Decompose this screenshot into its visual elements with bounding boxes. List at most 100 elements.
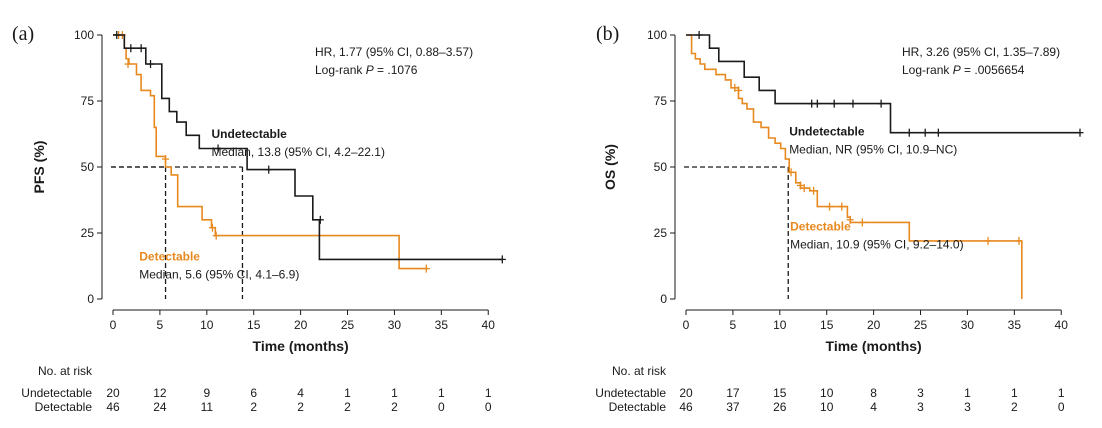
logrank-prefix: Log-rank (902, 63, 953, 77)
risk-row-name: Undetectable (595, 386, 666, 400)
median-label-undetectable: Median, NR (95% CI, 10.9–NC) (789, 142, 957, 156)
risk-value: 9 (203, 386, 210, 400)
x-tick-label: 10 (773, 318, 787, 332)
group-label-undetectable: Undetectable (212, 127, 288, 141)
y-tick-label: 75 (81, 94, 95, 108)
y-tick-label: 0 (660, 292, 667, 306)
logrank-prefix: Log-rank (315, 63, 366, 77)
x-tick-label: 20 (867, 318, 881, 332)
x-tick-label: 35 (1008, 318, 1022, 332)
risk-value: 1 (1058, 386, 1065, 400)
x-tick-label: 40 (482, 318, 496, 332)
y-axis-title: OS (%) (602, 144, 618, 190)
logrank-label: Log-rank P = .1076 (315, 63, 418, 77)
risk-value: 17 (726, 386, 740, 400)
km-curve-detectable (686, 34, 1023, 299)
risk-value: 20 (106, 386, 120, 400)
y-tick-label: 75 (654, 94, 668, 108)
logrank-value: = .0056654 (961, 63, 1025, 77)
median-label-detectable: Median, 5.6 (95% CI, 4.1–6.9) (139, 268, 299, 282)
risk-value: 10 (820, 400, 834, 414)
risk-value: 1 (1011, 386, 1018, 400)
x-tick-label: 25 (914, 318, 928, 332)
risk-value: 46 (106, 400, 120, 414)
risk-value: 1 (391, 386, 398, 400)
x-axis-title: Time (months) (826, 338, 922, 354)
x-tick-label: 30 (388, 318, 402, 332)
risk-table-header: No. at risk (38, 364, 93, 378)
x-tick-label: 25 (341, 318, 355, 332)
risk-value: 0 (1058, 400, 1065, 414)
x-tick-label: 5 (157, 318, 164, 332)
logrank-label: Log-rank P = .0056654 (902, 63, 1025, 77)
group-label-detectable: Detectable (139, 250, 200, 264)
y-tick-label: 25 (654, 226, 668, 240)
x-tick-label: 40 (1055, 318, 1069, 332)
y-axis-title: PFS (%) (31, 141, 47, 194)
risk-value: 4 (870, 400, 877, 414)
risk-value: 4 (297, 386, 304, 400)
km-curve-detectable (113, 34, 427, 270)
risk-value: 24 (153, 400, 167, 414)
x-tick-label: 0 (683, 318, 690, 332)
risk-value: 1 (438, 386, 445, 400)
median-label-detectable: Median, 10.9 (95% CI, 9.2–14.0) (790, 237, 963, 251)
km-curve-undetectable (113, 34, 503, 261)
risk-value: 3 (917, 386, 924, 400)
group-label-undetectable: Undetectable (789, 124, 865, 138)
y-tick-label: 100 (74, 28, 94, 42)
risk-value: 2 (391, 400, 398, 414)
x-tick-label: 30 (961, 318, 975, 332)
x-tick-label: 35 (435, 318, 449, 332)
risk-value: 2 (1011, 400, 1018, 414)
hazard-ratio-label: HR, 1.77 (95% CI, 0.88–3.57) (315, 45, 473, 59)
x-tick-label: 20 (294, 318, 308, 332)
y-tick-label: 50 (654, 160, 668, 174)
x-tick-label: 15 (247, 318, 261, 332)
risk-value: 11 (201, 400, 214, 414)
logrank-value: = .1076 (374, 63, 418, 77)
risk-value: 46 (679, 400, 693, 414)
hazard-ratio-label: HR, 3.26 (95% CI, 1.35–7.89) (902, 45, 1060, 59)
risk-value: 8 (870, 386, 877, 400)
x-tick-label: 0 (110, 318, 117, 332)
x-tick-label: 5 (730, 318, 737, 332)
km-curve-undetectable (686, 34, 1080, 134)
risk-value: 2 (344, 400, 351, 414)
y-tick-label: 0 (87, 292, 94, 306)
risk-value: 1 (964, 386, 971, 400)
risk-value: 12 (153, 386, 167, 400)
risk-value: 1 (485, 386, 492, 400)
y-tick-label: 100 (647, 28, 667, 42)
risk-value: 2 (250, 400, 257, 414)
risk-value: 26 (773, 400, 787, 414)
x-tick-label: 10 (200, 318, 214, 332)
median-label-undetectable: Median, 13.8 (95% CI, 4.2–22.1) (212, 145, 385, 159)
risk-value: 0 (438, 400, 445, 414)
risk-row-name: Detectable (609, 400, 667, 414)
risk-value: 1 (344, 386, 351, 400)
risk-row-name: Detectable (35, 400, 93, 414)
logrank-p: P (953, 63, 961, 77)
x-axis-title: Time (months) (253, 338, 349, 354)
risk-value: 37 (726, 400, 740, 414)
risk-value: 6 (250, 386, 257, 400)
risk-value: 3 (964, 400, 971, 414)
panel-label: (a) (12, 23, 34, 45)
y-tick-label: 50 (81, 160, 95, 174)
risk-value: 10 (820, 386, 834, 400)
risk-value: 15 (773, 386, 787, 400)
risk-value: 20 (679, 386, 693, 400)
panel-label: (b) (596, 23, 619, 45)
y-tick-label: 25 (81, 226, 95, 240)
risk-value: 0 (485, 400, 492, 414)
risk-table-header: No. at risk (612, 364, 667, 378)
risk-row-name: Undetectable (21, 386, 92, 400)
risk-value: 2 (297, 400, 304, 414)
group-label-detectable: Detectable (790, 219, 851, 233)
risk-value: 3 (917, 400, 924, 414)
x-tick-label: 15 (820, 318, 834, 332)
